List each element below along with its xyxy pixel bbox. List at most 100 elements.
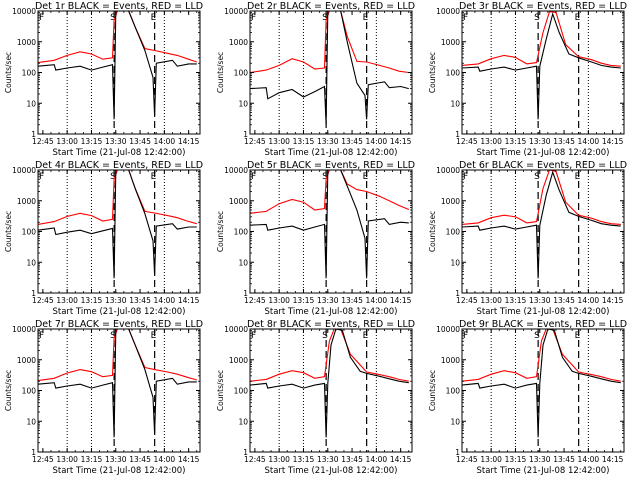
series-line-lld [37, 169, 197, 225]
y-tick-label: 10 [450, 99, 460, 108]
x-tick-label: 12:45 [244, 296, 266, 305]
plot-frame [249, 328, 413, 453]
x-tick-label: 13:15 [81, 137, 103, 146]
marker-label-e: E [363, 172, 369, 182]
x-tick-label: 13:30 [105, 455, 127, 464]
y-tick-label: 1000 [441, 38, 460, 47]
marker-label-f: F [39, 331, 44, 341]
detector-panel: Det 7r BLACK = Events, RED = LLD Counts/s… [4, 319, 203, 476]
x-axis-label: Start Time (21-Jul-08 12:42:00) [53, 466, 186, 476]
y-tick-label: 1 [455, 289, 460, 298]
x-tick-label: 14:15 [602, 455, 624, 464]
x-tick-label: 13:15 [293, 137, 315, 146]
x-tick-label: 13:45 [553, 296, 575, 305]
y-tick-label: 10 [450, 258, 460, 267]
y-tick-label: 10000 [12, 7, 36, 16]
x-tick-label: 14:15 [178, 137, 200, 146]
y-tick-label: 100 [22, 387, 37, 396]
x-tick-label: 12:45 [32, 455, 54, 464]
x-tick-label: 13:00 [56, 137, 78, 146]
x-tick-label: 13:45 [341, 296, 363, 305]
x-tick-label: 13:00 [268, 455, 290, 464]
y-tick-label: 1000 [229, 38, 248, 47]
marker-label-f: F [39, 172, 44, 182]
x-tick-label: 14:15 [390, 296, 412, 305]
x-tick-label: 14:00 [578, 455, 600, 464]
y-tick-label: 10000 [224, 325, 248, 334]
marker-label-e: E [575, 13, 581, 23]
panel-title: Det 4r BLACK = Events, RED = LLD [35, 160, 203, 171]
x-tick-label: 14:00 [154, 455, 176, 464]
x-tick-label: 14:15 [390, 137, 412, 146]
marker-label-f: F [251, 13, 256, 23]
y-tick-label: 10000 [436, 166, 460, 175]
x-tick-label: 14:00 [366, 296, 388, 305]
panel-title: Det 5r BLACK = Events, RED = LLD [247, 160, 415, 171]
detector-panel: Det 3r BLACK = Events, RED = LLD Counts/s… [428, 1, 627, 158]
x-tick-label: 12:45 [32, 137, 54, 146]
y-tick-label: 100 [234, 387, 249, 396]
y-axis-label: Counts/sec [4, 211, 13, 252]
series-line-lld [461, 328, 621, 382]
y-tick-label: 100 [22, 228, 37, 237]
x-tick-label: 13:00 [56, 455, 78, 464]
marker-label-f: F [39, 13, 44, 23]
x-tick-label: 13:30 [529, 137, 551, 146]
panel-title: Det 8r BLACK = Events, RED = LLD [247, 319, 415, 330]
y-tick-label: 1000 [229, 356, 248, 365]
detector-panel: Det 2r BLACK = Events, RED = LLD Counts/s… [216, 1, 415, 158]
x-tick-label: 12:45 [32, 296, 54, 305]
x-tick-label: 13:30 [317, 137, 339, 146]
plot-frame [37, 10, 201, 135]
x-tick-label: 13:00 [480, 137, 502, 146]
y-tick-label: 1000 [17, 356, 36, 365]
plot-frame [461, 328, 625, 453]
marker-label-e: E [151, 172, 157, 182]
y-tick-label: 100 [234, 69, 249, 78]
y-tick-label: 100 [22, 69, 37, 78]
panel-title: Det 2r BLACK = Events, RED = LLD [247, 1, 415, 12]
y-tick-label: 1000 [17, 197, 36, 206]
series-line-lld [249, 10, 409, 74]
x-tick-label: 13:45 [341, 137, 363, 146]
y-tick-label: 1000 [441, 356, 460, 365]
detector-panel: Det 1r BLACK = Events, RED = LLD Counts/s… [4, 1, 203, 158]
y-tick-label: 10 [26, 417, 36, 426]
y-axis-label: Counts/sec [4, 370, 13, 411]
plot-frame [461, 10, 625, 135]
y-tick-label: 1 [243, 130, 248, 139]
y-tick-label: 1000 [17, 38, 36, 47]
x-tick-label: 13:00 [480, 455, 502, 464]
plot-frame [37, 328, 201, 453]
y-tick-label: 1 [243, 448, 248, 457]
x-tick-label: 13:15 [293, 296, 315, 305]
x-tick-label: 14:00 [578, 137, 600, 146]
panel-title: Det 3r BLACK = Events, RED = LLD [459, 1, 627, 12]
x-tick-label: 12:45 [244, 455, 266, 464]
x-tick-label: 12:45 [456, 455, 478, 464]
marker-label-s: S [322, 331, 328, 341]
x-tick-label: 13:00 [480, 296, 502, 305]
series-line-events [37, 169, 197, 279]
series-line-lld [249, 169, 410, 214]
x-axis-label: Start Time (21-Jul-08 12:42:00) [477, 307, 610, 317]
x-tick-label: 13:15 [81, 455, 103, 464]
y-tick-label: 10 [238, 417, 248, 426]
series-line-events [461, 170, 621, 279]
y-tick-label: 100 [234, 228, 249, 237]
series-line-events [249, 169, 409, 279]
plot-frame [461, 169, 625, 294]
x-tick-label: 14:15 [390, 455, 412, 464]
x-tick-label: 14:15 [178, 455, 200, 464]
detector-panel: Det 6r BLACK = Events, RED = LLD Counts/s… [428, 160, 627, 317]
marker-label-f: F [463, 172, 468, 182]
x-axis-label: Start Time (21-Jul-08 12:42:00) [265, 307, 398, 317]
plot-frame [249, 169, 413, 294]
marker-label-f: F [251, 331, 256, 341]
detector-panel: Det 9r BLACK = Events, RED = LLD Counts/s… [428, 319, 627, 476]
marker-label-s: S [110, 331, 116, 341]
x-tick-label: 13:00 [268, 137, 290, 146]
y-tick-label: 10000 [224, 166, 248, 175]
series-line-events [249, 328, 409, 438]
series-line-events [461, 12, 621, 120]
